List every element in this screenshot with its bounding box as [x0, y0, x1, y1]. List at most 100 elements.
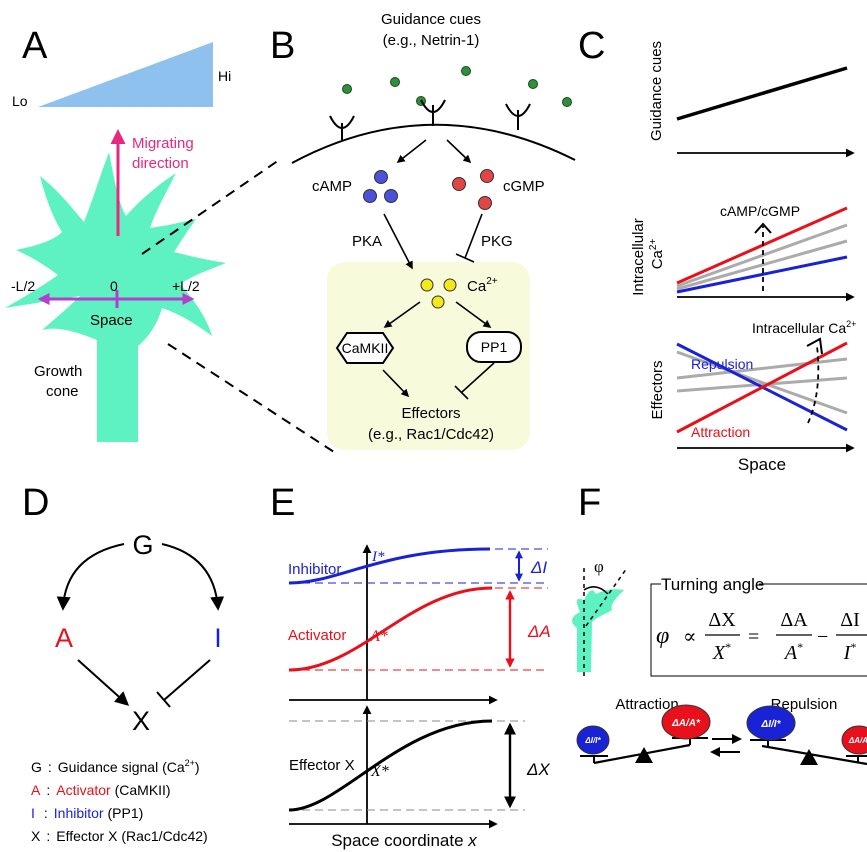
camkii-to-effector-arrow: [382, 369, 410, 398]
c-repulsion-label: Repulsion: [691, 356, 753, 372]
panel-b: B Guidance cues (e.g., Netrin-1) cAMP cG…: [270, 11, 576, 450]
node-i: I: [214, 623, 222, 653]
f-equation: φ ∝ ΔX X* = ΔA A* − ΔI I*: [656, 609, 867, 664]
arrow-to-camp: [396, 139, 427, 163]
e-i-star: I*: [371, 549, 385, 565]
e-xlabel: Space coordinate x: [331, 831, 477, 850]
eq-a-star: A*: [783, 640, 803, 664]
pkg-inhibit-bar: [455, 253, 475, 263]
pp1-inhibit-line: [461, 362, 495, 393]
e-activator-label: Activator: [288, 627, 346, 644]
c-camp-annotation: cAMP/cGMP: [720, 203, 800, 219]
eq-i-star: I*: [843, 640, 857, 664]
c-calcium-gray-2: [676, 239, 848, 291]
panel-c: C Guidance cues Intracellular Ca2+ cAMP/…: [578, 25, 856, 474]
edge-g-to-i: [161, 543, 225, 611]
f-attraction-balance: ΔI/I* ΔA/A*: [576, 704, 711, 765]
legend-i: I: Inhibitor (PP1): [31, 805, 143, 821]
edge-g-to-a: [56, 543, 125, 611]
legend-a: A: Activator (CaMKII): [31, 782, 171, 798]
pka-arrow: [383, 213, 413, 270]
c-ylabel-calcium-line1: Intracellular: [630, 218, 647, 296]
e-a-star: A*: [369, 628, 388, 645]
axis-zero-label: 0: [110, 278, 118, 294]
panel-label-e: E: [270, 482, 295, 524]
c-attraction-label: Attraction: [691, 424, 750, 440]
pp1-box: [466, 331, 522, 363]
f-attr-small-blue-label: ΔI/I*: [584, 736, 601, 745]
edge-i-inhibits-x: [163, 659, 211, 701]
panel-e: E Inhibitor I* ΔI Activator A* ΔA Effect…: [270, 482, 551, 850]
c-effector-gray-1: [676, 350, 848, 415]
panel-d: D G A I X G: Guidance signal (Ca2+) A: Act…: [22, 482, 225, 844]
calcium-ions: [420, 278, 457, 309]
cell-membrane: [291, 123, 576, 164]
camkii-hexagon: [335, 332, 395, 364]
gradient-lo-label: Lo: [12, 93, 28, 109]
axis-left-label: -L/2: [11, 278, 35, 294]
camkii-label: CaMKII: [342, 340, 389, 356]
c-calcium-annotation: Intracellular Ca2+: [752, 319, 856, 336]
c-calcium-gray-1: [676, 223, 848, 288]
e-effector-label: Effector X: [289, 757, 355, 774]
f-turn-ref: [585, 567, 628, 627]
c-xlabel-space: Space: [738, 455, 786, 474]
legend-x: X: Effector X (Rac1/Cdc42): [31, 828, 208, 844]
migrating-label-line2: direction: [132, 155, 189, 172]
f-rep-big-blue-label: ΔI/I*: [761, 719, 782, 730]
pp1-inhibit-bar: [454, 385, 469, 400]
d-legend: G: Guidance signal (Ca2+) A: Activator (Ca…: [31, 758, 208, 844]
c-effector-gray-2: [676, 357, 848, 380]
node-g: G: [132, 530, 153, 560]
calcium-domain-box: [327, 262, 530, 450]
c-camp-arrowhead: [754, 222, 772, 234]
growth-cone-label-line1: Growth: [34, 363, 82, 380]
panel-f: F φ Turning angle φ ∝ ΔX X* = ΔA A* − ΔI…: [572, 482, 867, 766]
e-x-star: X*: [370, 763, 389, 780]
cues-title-line2: (e.g., Netrin-1): [383, 32, 480, 49]
migrating-label-line1: Migrating: [132, 135, 194, 152]
c-guidance-line: [676, 66, 848, 121]
legend-g: G: Guidance signal (Ca2+): [31, 758, 200, 775]
e-activator-curve: [288, 586, 493, 672]
f-angle-arc: [583, 586, 609, 595]
calcium-label: Ca2+: [467, 276, 498, 295]
ca-to-pp1-arrow: [455, 301, 492, 328]
ca-to-camkii-arrow: [383, 301, 421, 328]
eq-proportional: ∝: [683, 626, 697, 648]
zoom-guide-top: [141, 157, 283, 255]
gradient-hi-label: Hi: [218, 68, 231, 84]
edge-i-inhibit-bar: [156, 691, 171, 708]
pka-label: PKA: [352, 233, 382, 250]
panel-label-c: C: [578, 25, 605, 67]
space-label: Space: [90, 312, 133, 329]
panel-label-d: D: [22, 482, 49, 524]
cue-gradient-wedge: [38, 42, 213, 107]
c-calcium-blue: [676, 255, 848, 294]
c-ylabel-guidance: Guidance cues: [648, 41, 665, 141]
node-a: A: [55, 623, 73, 653]
effectors-label-line2: (e.g., Rac1/Cdc42): [368, 426, 494, 443]
f-rep-small-red-label: ΔA/A*: [848, 736, 867, 745]
effectors-label-line1: Effectors: [402, 405, 461, 422]
axis-right-label: +L/2: [172, 278, 200, 294]
eq-da: ΔA: [780, 609, 808, 631]
cgmp-label: cGMP: [503, 178, 545, 195]
cgmp-molecules: [452, 169, 494, 210]
f-attr-big-red-label: ΔA/A*: [671, 718, 701, 729]
camp-label: cAMP: [312, 178, 352, 195]
eq-phi: φ: [656, 623, 669, 649]
arrow-to-cgmp: [446, 139, 472, 164]
e-effector-curve: [288, 719, 493, 812]
c-calcium-dashed-curve: [807, 345, 820, 424]
c-calcium-red: [676, 206, 848, 285]
zoom-guide-bottom: [167, 343, 335, 453]
cues-title-line1: Guidance cues: [381, 11, 481, 28]
e-delta-a-label: ΔA: [527, 622, 551, 641]
eq-dx: ΔX: [708, 609, 736, 631]
e-inhibitor-label: Inhibitor: [288, 561, 341, 578]
e-inhibitor-curve: [288, 547, 491, 585]
c-effector-gray-3: [676, 376, 848, 393]
f-attraction-title: Attraction: [615, 696, 678, 713]
